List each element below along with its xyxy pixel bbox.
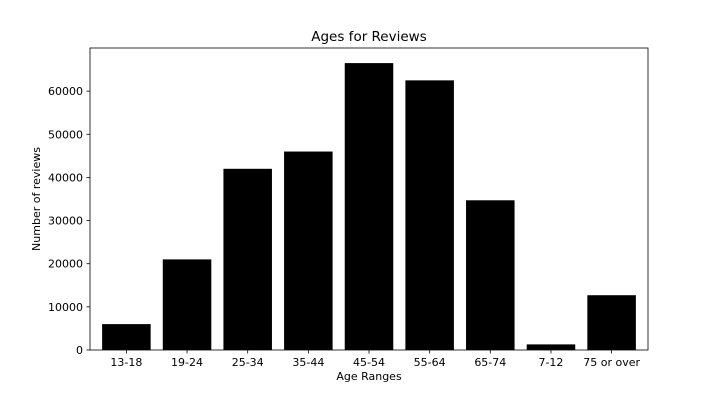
bar-7-12	[526, 344, 576, 350]
x-axis-label: Age Ranges	[336, 370, 402, 383]
x-tick-label: 75 or over	[583, 356, 640, 369]
x-tick-label: 13-18	[110, 356, 142, 369]
x-tick-label: 45-54	[353, 356, 385, 369]
bar-35-44	[284, 151, 333, 350]
chart-title: Ages for Reviews	[311, 29, 427, 45]
bar-19-24	[162, 259, 212, 350]
y-axis-label: Number of reviews	[30, 147, 43, 251]
y-tick-label: 30000	[48, 215, 83, 228]
bar-75 or over	[587, 295, 636, 350]
bar-13-18	[102, 324, 151, 350]
x-tick-label: 7-12	[538, 356, 563, 369]
x-tick-label: 65-74	[474, 356, 506, 369]
y-tick-label: 50000	[48, 128, 83, 141]
y-tick-label: 0	[76, 344, 83, 357]
bar-65-74	[466, 200, 515, 350]
x-tick-label: 25-34	[232, 356, 264, 369]
bar-45-54	[344, 63, 394, 350]
x-tick-label: 55-64	[414, 356, 446, 369]
x-tick-label: 35-44	[292, 356, 324, 369]
bar-55-64	[405, 80, 454, 351]
y-tick-label: 10000	[48, 301, 83, 314]
y-tick-label: 60000	[48, 85, 83, 98]
x-tick-label: 19-24	[171, 356, 203, 369]
y-tick-label: 20000	[48, 258, 83, 271]
y-tick-label: 40000	[48, 171, 83, 184]
bar-25-34	[223, 168, 272, 350]
plot-area: 13-18 19-24 25-34 35-44 45-54 55-64 65-74 7-12 7…	[48, 47, 649, 369]
